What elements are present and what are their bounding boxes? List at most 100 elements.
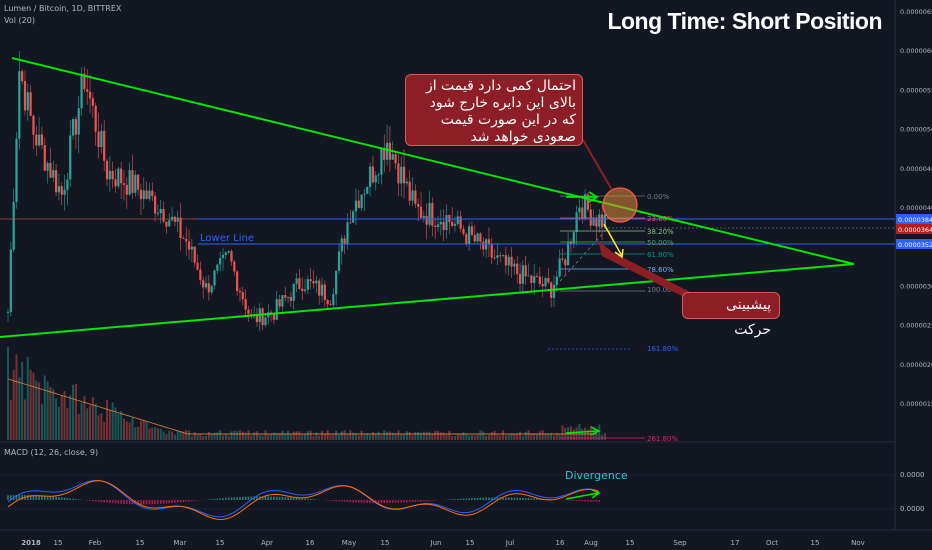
volume-indicator-label[interactable]: Vol (20) bbox=[4, 16, 35, 25]
volume-bar bbox=[97, 415, 100, 440]
callout-forecast[interactable]: پیشبینی حرکت bbox=[682, 292, 780, 338]
volume-bar bbox=[134, 427, 137, 440]
candle bbox=[572, 230, 575, 249]
macd-histogram-bar bbox=[137, 500, 139, 505]
macd-histogram-bar bbox=[488, 497, 490, 500]
candle bbox=[476, 232, 479, 244]
candle bbox=[145, 181, 148, 200]
candle bbox=[451, 206, 454, 228]
lower-line-label: Lower Line bbox=[200, 233, 254, 244]
volume-bar bbox=[550, 432, 553, 440]
candle bbox=[196, 254, 199, 271]
volume-bar bbox=[264, 430, 267, 440]
candle bbox=[244, 289, 247, 317]
macd-histogram-bar bbox=[479, 497, 482, 500]
volume-bar bbox=[131, 417, 134, 440]
volume-bar bbox=[176, 431, 179, 440]
macd-histogram-bar bbox=[191, 500, 193, 502]
breakout-circle[interactable] bbox=[602, 187, 638, 223]
macd-histogram-bar bbox=[598, 500, 601, 502]
macd-histogram-bar bbox=[414, 500, 417, 502]
volume-bar bbox=[255, 431, 258, 440]
macd-histogram-bar bbox=[142, 500, 145, 505]
fib-label-100: 100.00% bbox=[647, 286, 678, 294]
time-axis[interactable]: 2018 15 Feb 15 Mar 15 Apr 16 May 15 Jun 15 Jul 16 Aug 1… bbox=[21, 539, 865, 547]
candle bbox=[431, 197, 434, 237]
macd-histogram-bar bbox=[572, 500, 575, 501]
volume-bar bbox=[601, 434, 604, 440]
macd-histogram-bar bbox=[242, 496, 244, 500]
volume-bar bbox=[205, 435, 208, 440]
volume-bar bbox=[168, 430, 171, 440]
volume-bar bbox=[507, 434, 510, 440]
candle bbox=[219, 251, 222, 272]
candle bbox=[210, 285, 213, 296]
macd-histogram-bar bbox=[513, 497, 516, 500]
macd-indicator-label[interactable]: MACD (12, 26, close, 9) bbox=[4, 448, 99, 457]
volume-bar bbox=[272, 432, 275, 440]
macd-histogram-bar bbox=[182, 500, 185, 503]
candle bbox=[193, 246, 196, 267]
lower-trendline[interactable] bbox=[0, 263, 855, 338]
macd-histogram-bar bbox=[38, 495, 40, 500]
candle bbox=[521, 260, 524, 295]
time-axis-tick: 15 bbox=[811, 539, 820, 547]
macd-histogram-bar bbox=[451, 499, 453, 500]
volume-bar bbox=[323, 433, 326, 440]
candle bbox=[32, 114, 35, 150]
candle bbox=[74, 116, 77, 149]
macd-histogram-bar bbox=[295, 497, 298, 500]
volume-bar bbox=[465, 433, 468, 440]
candle bbox=[456, 210, 459, 227]
volume-bar bbox=[114, 407, 117, 440]
volume-bar bbox=[128, 422, 131, 440]
candle bbox=[490, 238, 493, 265]
macd-histogram-bar bbox=[490, 497, 493, 500]
candle bbox=[213, 269, 216, 290]
macd-histogram-bar bbox=[349, 500, 352, 503]
candle bbox=[264, 313, 267, 328]
candle bbox=[600, 204, 604, 241]
candle bbox=[103, 119, 106, 172]
volume-bar bbox=[598, 424, 601, 440]
symbol-title[interactable]: Lumen / Bitcoin, 1D, BITTREX bbox=[4, 4, 122, 13]
volume-bar bbox=[120, 410, 123, 440]
volume-bar bbox=[9, 399, 12, 440]
macd-pane bbox=[0, 474, 895, 521]
volume-bar bbox=[510, 433, 513, 440]
macd-histogram-bar bbox=[459, 498, 462, 500]
volume-bar bbox=[439, 432, 442, 440]
candle bbox=[230, 249, 233, 266]
macd-histogram-bar bbox=[312, 499, 315, 500]
candle bbox=[298, 268, 301, 290]
callout-main[interactable]: احتمال کمی دارد قیمت از بالای این دایره … bbox=[405, 74, 583, 146]
candle bbox=[419, 191, 423, 218]
macd-histogram-bar bbox=[193, 500, 196, 501]
macd-histogram-bar bbox=[592, 500, 595, 502]
triangle-trendlines[interactable] bbox=[0, 57, 855, 338]
volume-bar bbox=[428, 431, 431, 440]
macd-histogram-bar bbox=[60, 497, 63, 500]
macd-histogram-bar bbox=[213, 498, 216, 500]
forecast-arrow[interactable] bbox=[603, 223, 623, 257]
volume-bar bbox=[241, 431, 244, 440]
volume-bar bbox=[278, 433, 281, 440]
volume-bar bbox=[190, 435, 193, 440]
macd-axis[interactable]: 0.0000 0.0000 bbox=[900, 471, 925, 513]
macd-arrow-head bbox=[589, 488, 601, 499]
fibonacci-retracement[interactable]: 0.00% 23.60% 38.20% 50.00% 61.80% 78.60%… bbox=[548, 193, 678, 443]
upper-trendline[interactable] bbox=[11, 57, 855, 265]
macd-histogram-bar bbox=[341, 500, 343, 502]
candle bbox=[584, 189, 587, 221]
volume-bar bbox=[479, 430, 482, 440]
candle bbox=[315, 275, 318, 293]
volume-bar bbox=[541, 430, 544, 440]
macd-histogram-bar bbox=[485, 497, 487, 500]
volume-bar bbox=[326, 430, 329, 440]
macd-histogram-bar bbox=[176, 500, 179, 503]
macd-histogram-bar bbox=[100, 500, 103, 503]
volume-bars bbox=[7, 347, 606, 440]
price-axis-tick: 0.00000600 bbox=[900, 47, 932, 55]
volume-bar bbox=[94, 403, 97, 440]
macd-histogram-bar bbox=[425, 500, 428, 502]
